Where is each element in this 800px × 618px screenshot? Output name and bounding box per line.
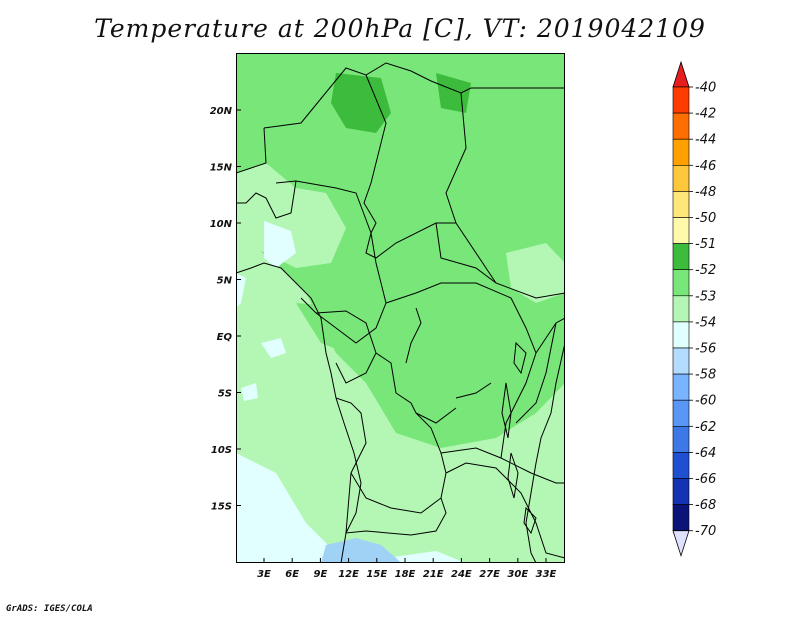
lat-tick-label: 15N <box>210 163 233 174</box>
lon-tick-label: 9E <box>314 569 328 580</box>
field-neg51-patch <box>331 73 391 133</box>
lat-tick-label: 5S <box>218 389 232 400</box>
field-neg53-patch-ne <box>506 243 565 303</box>
lon-tick-label: 27E <box>479 569 500 580</box>
colorbar-label: -66 <box>695 472 716 487</box>
map-title: Temperature at 200hPa [C], VT: 201904210… <box>94 14 706 43</box>
colorbar-segment <box>672 399 690 427</box>
field-neg54-spots <box>241 338 286 401</box>
colorbar-segment <box>672 269 690 297</box>
country-borders <box>236 62 565 563</box>
lon-tick-label: 24E <box>451 569 472 580</box>
field-neg53-patch-north <box>236 163 346 268</box>
colorbar-label: -56 <box>695 342 716 357</box>
grads-credit: GrADS: IGES/COLA <box>6 604 93 614</box>
lat-tick-label: 20N <box>210 106 233 117</box>
field-neg56-south <box>321 538 401 563</box>
lon-tick-label: 3E <box>257 569 271 580</box>
map-panel <box>236 53 565 563</box>
colorbar-segment <box>672 295 690 323</box>
colorbar-label: -48 <box>695 185 716 200</box>
colorbar-label: -54 <box>695 315 716 330</box>
lat-tick-label: 10N <box>210 219 233 230</box>
colorbar-label: -50 <box>695 211 716 226</box>
lon-tick-label: 21E <box>423 569 444 580</box>
colorbar-label: -53 <box>695 289 716 304</box>
lon-tick-label: 18E <box>395 569 416 580</box>
colorbar-label: -60 <box>695 394 716 409</box>
colorbar-segment <box>672 191 690 218</box>
colorbar-segment <box>672 243 690 271</box>
colorbar-segment <box>672 504 690 532</box>
lat-tick-label: 15S <box>211 502 232 513</box>
lon-tick-label: 33E <box>536 569 557 580</box>
field-neg54-gulf <box>264 221 296 268</box>
colorbar-segment <box>672 478 690 505</box>
lon-tick-label: 15E <box>366 569 387 580</box>
colorbar-segment <box>672 425 690 453</box>
lon-tick-label: 12E <box>338 569 359 580</box>
lon-tick-label: 30E <box>507 569 528 580</box>
colorbar-segment <box>672 373 690 401</box>
colorbar-label: -58 <box>695 368 716 383</box>
field-neg54-west <box>236 273 246 308</box>
lon-tick-label: 6E <box>285 569 299 580</box>
colorbar-segment <box>672 138 690 166</box>
colorbar-label: -46 <box>695 159 716 174</box>
colorbar-label: -42 <box>695 107 716 122</box>
colorbar-segment <box>672 165 690 192</box>
colorbar-segment <box>672 452 690 479</box>
lat-tick-label: EQ <box>217 332 233 343</box>
colorbar-label: -44 <box>695 133 716 148</box>
temperature-map <box>236 53 565 563</box>
field-neg52-north <box>236 53 565 448</box>
lat-tick-label: 5N <box>217 276 233 287</box>
lat-tick-label: 10S <box>211 445 232 456</box>
colorbar-segment <box>672 217 690 244</box>
colorbar-label: -62 <box>695 420 716 435</box>
colorbar-label: -64 <box>695 446 716 461</box>
colorbar-segment <box>672 86 690 114</box>
colorbar-top-arrow <box>672 60 690 88</box>
colorbar-label: -40 <box>695 81 716 96</box>
colorbar-label: -52 <box>695 263 716 278</box>
colorbar-label: -68 <box>695 498 716 513</box>
field-neg54-sw <box>236 453 466 563</box>
colorbar-label: -51 <box>695 237 716 252</box>
colorbar-label: -70 <box>695 524 716 539</box>
colorbar-bottom-arrow <box>672 530 690 558</box>
map-frame <box>236 53 565 563</box>
colorbar-segment <box>672 347 690 375</box>
colorbar-segment <box>672 321 690 349</box>
colorbar-segment <box>672 112 690 140</box>
